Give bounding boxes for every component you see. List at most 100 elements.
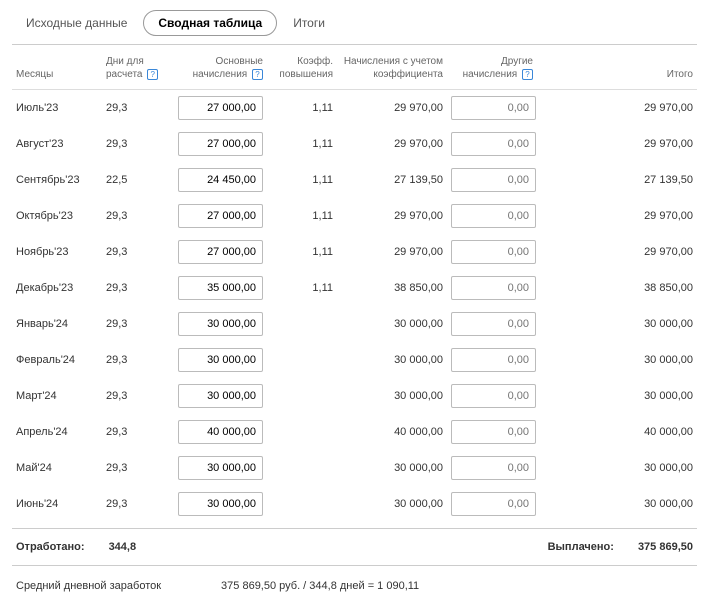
header-other: Другие начисления ? [447,45,537,90]
cell-total: 27 139,50 [537,162,697,198]
cell-total: 30 000,00 [537,378,697,414]
base-input[interactable] [178,420,263,444]
cell-month: Декабрь'23 [12,270,102,306]
cell-month: Октябрь'23 [12,198,102,234]
table-row: Май'2429,330 000,0030 000,00 [12,450,697,486]
base-input[interactable] [178,168,263,192]
cell-coef: 1,11 [267,270,337,306]
header-base: Основные начисления ? [167,45,267,90]
cell-total: 29 970,00 [537,90,697,127]
tab-source-data[interactable]: Исходные данные [12,11,141,35]
base-input[interactable] [178,132,263,156]
cell-other [447,486,537,522]
help-icon[interactable]: ? [147,69,158,80]
cell-month: Февраль'24 [12,342,102,378]
other-input[interactable] [451,384,536,408]
cell-days: 29,3 [102,342,167,378]
cell-days: 29,3 [102,414,167,450]
cell-coef [267,486,337,522]
base-input[interactable] [178,384,263,408]
cell-month: Январь'24 [12,306,102,342]
summary-table: Месяцы Дни для расчета ? Основные начисл… [12,45,697,522]
header-adjusted: Начисления с учетом коэффициента [337,45,447,90]
base-input[interactable] [178,276,263,300]
table-row: Август'2329,31,1129 970,0029 970,00 [12,126,697,162]
cell-days: 29,3 [102,198,167,234]
cell-month: Июнь'24 [12,486,102,522]
cell-total: 30 000,00 [537,306,697,342]
cell-adjusted: 30 000,00 [337,450,447,486]
help-icon[interactable]: ? [252,69,263,80]
base-input[interactable] [178,204,263,228]
table-row: Февраль'2429,330 000,0030 000,00 [12,342,697,378]
other-input[interactable] [451,276,536,300]
cell-base [167,378,267,414]
cell-month: Ноябрь'23 [12,234,102,270]
other-input[interactable] [451,240,536,264]
cell-adjusted: 30 000,00 [337,306,447,342]
base-input[interactable] [178,456,263,480]
table-row: Июнь'2429,330 000,0030 000,00 [12,486,697,522]
cell-days: 29,3 [102,234,167,270]
table-row: Апрель'2429,340 000,0040 000,00 [12,414,697,450]
tab-totals[interactable]: Итоги [279,11,339,35]
cell-days: 29,3 [102,378,167,414]
avg-label: Средний дневной заработок [16,580,161,592]
cell-month: Май'24 [12,450,102,486]
cell-month: Март'24 [12,378,102,414]
table-row: Сентябрь'2322,51,1127 139,5027 139,50 [12,162,697,198]
cell-month: Июль'23 [12,90,102,127]
cell-other [447,450,537,486]
cell-base [167,126,267,162]
other-input[interactable] [451,420,536,444]
cell-adjusted: 29 970,00 [337,234,447,270]
other-input[interactable] [451,456,536,480]
cell-coef: 1,11 [267,90,337,127]
cell-other [447,306,537,342]
other-input[interactable] [451,168,536,192]
cell-total: 38 850,00 [537,270,697,306]
base-input[interactable] [178,348,263,372]
other-input[interactable] [451,96,536,120]
cell-adjusted: 27 139,50 [337,162,447,198]
other-input[interactable] [451,204,536,228]
cell-coef: 1,11 [267,198,337,234]
cell-coef [267,342,337,378]
cell-days: 29,3 [102,306,167,342]
cell-other [447,342,537,378]
cell-total: 30 000,00 [537,342,697,378]
base-input[interactable] [178,96,263,120]
cell-adjusted: 29 970,00 [337,90,447,127]
tab-pivot-table[interactable]: Сводная таблица [143,10,277,36]
cell-coef [267,306,337,342]
cell-total: 29 970,00 [537,234,697,270]
other-input[interactable] [451,348,536,372]
base-input[interactable] [178,240,263,264]
cell-other [447,126,537,162]
cell-coef: 1,11 [267,126,337,162]
cell-days: 29,3 [102,270,167,306]
cell-base [167,234,267,270]
cell-other [447,90,537,127]
cell-adjusted: 29 970,00 [337,198,447,234]
base-input[interactable] [178,312,263,336]
paid-label: Выплачено: [548,541,614,553]
base-input[interactable] [178,492,263,516]
other-input[interactable] [451,312,536,336]
cell-adjusted: 38 850,00 [337,270,447,306]
cell-days: 29,3 [102,486,167,522]
cell-base [167,450,267,486]
other-input[interactable] [451,492,536,516]
avg-calc: 375 869,50 руб. / 344,8 дней = 1 090,11 [221,580,419,592]
cell-days: 29,3 [102,90,167,127]
help-icon[interactable]: ? [522,69,533,80]
average-row: Средний дневной заработок 375 869,50 руб… [12,566,697,598]
cell-other [447,270,537,306]
cell-days: 22,5 [102,162,167,198]
other-input[interactable] [451,132,536,156]
cell-total: 40 000,00 [537,414,697,450]
table-row: Июль'2329,31,1129 970,0029 970,00 [12,90,697,127]
cell-month: Апрель'24 [12,414,102,450]
header-coef: Коэфф. повышения [267,45,337,90]
cell-days: 29,3 [102,450,167,486]
